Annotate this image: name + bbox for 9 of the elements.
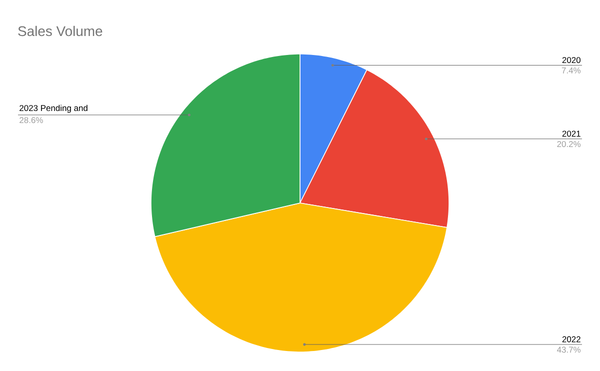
chart-title: Sales Volume — [18, 26, 102, 36]
slice-label: 2021 — [562, 130, 580, 137]
data-label: 7.4% — [562, 67, 581, 74]
data-label: 20.2% — [557, 141, 581, 148]
data-label: 28.6% — [20, 117, 43, 124]
slice-label: 2022 — [562, 336, 580, 342]
data-label: 43.7% — [556, 346, 581, 353]
slice-label: 2020 — [562, 57, 580, 64]
slice-label: 2023 Pending and — [20, 104, 88, 113]
